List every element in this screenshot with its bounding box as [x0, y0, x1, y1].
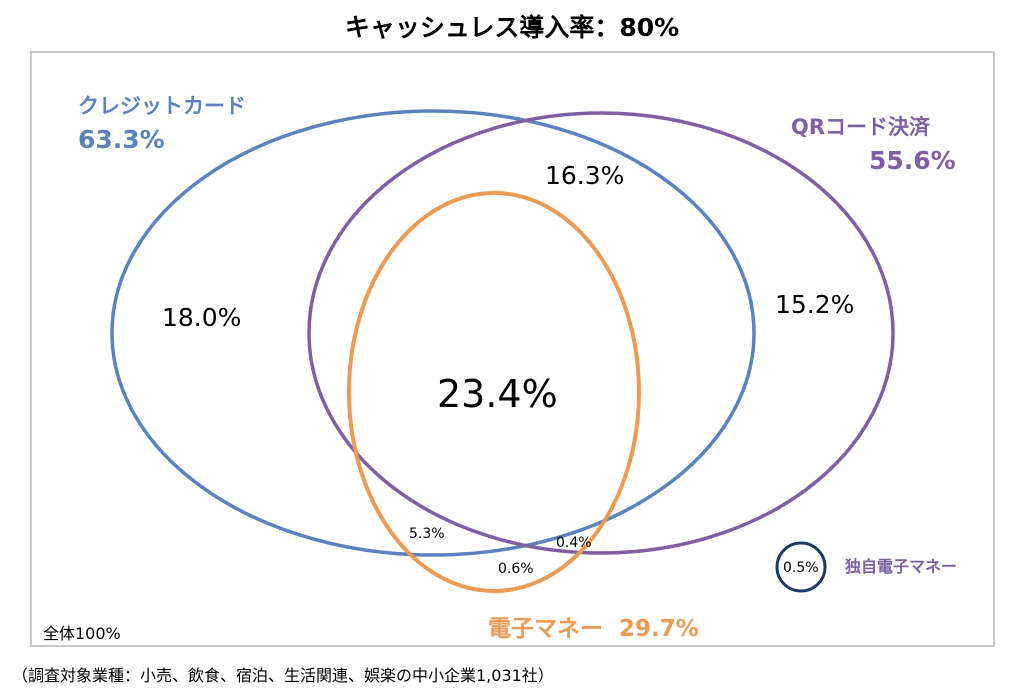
- own-emoney-label: 独自電子マネー: [845, 557, 958, 576]
- qr-code-percent: 55.6%: [869, 146, 956, 175]
- region-qr-only: 15.2%: [775, 290, 855, 319]
- region-own-emoney: 0.5%: [783, 560, 819, 576]
- qr-code-ellipse: [307, 111, 895, 555]
- footnote: （調査対象業種：小売、飲食、宿泊、生活関連、娯楽の中小企業1,031社）: [12, 666, 554, 685]
- region-emoney-only: 0.6%: [498, 561, 534, 577]
- region-credit-qr: 16.3%: [545, 161, 625, 190]
- region-credit-emoney: 5.3%: [409, 526, 445, 542]
- electronic-money-ellipse: [347, 191, 641, 593]
- chart-title: キャッシュレス導入率：80%: [344, 13, 680, 42]
- electronic-money-name: 電子マネー: [488, 616, 603, 642]
- diagram-frame: [30, 51, 995, 647]
- total-label: 全体100%: [43, 624, 121, 643]
- credit-card-percent: 63.3%: [78, 125, 165, 154]
- own-emoney-circle: [775, 541, 827, 593]
- region-credit-only: 18.0%: [162, 303, 242, 332]
- qr-code-label: QRコード決済: [791, 115, 931, 139]
- electronic-money-percent: 29.7%: [619, 616, 699, 642]
- credit-card-ellipse: [110, 109, 756, 557]
- electronic-money-label: 電子マネー 29.7%: [488, 609, 699, 643]
- region-qr-emoney: 0.4%: [556, 535, 592, 551]
- region-all-three: 23.4%: [437, 372, 558, 416]
- credit-card-label: クレジットカード: [78, 94, 246, 118]
